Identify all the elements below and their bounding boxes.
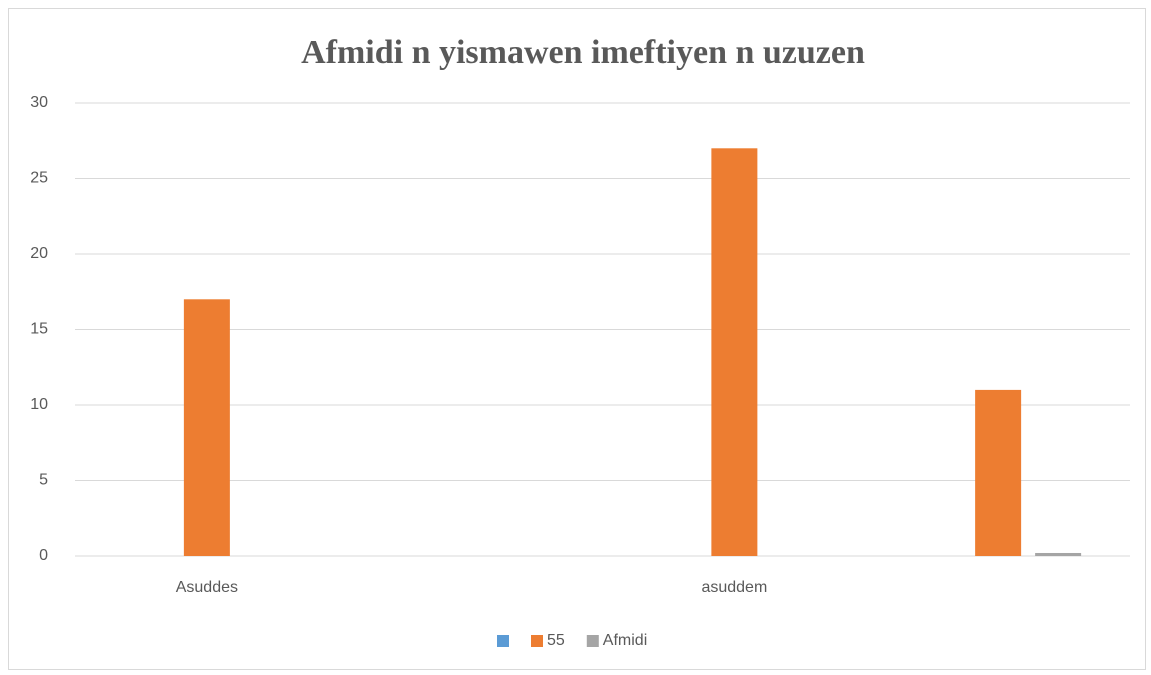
bar [183,299,230,556]
legend-swatch [586,635,599,647]
legend-swatch [531,635,543,647]
chart-border [8,8,1146,670]
x-tick-label: Asuddes [176,579,238,596]
y-tick-label: 10 [30,396,48,413]
x-tick-label: asuddem [701,579,767,596]
bar [1035,552,1082,556]
y-tick-label: 25 [30,170,48,187]
y-tick-label: 5 [39,472,48,489]
y-tick-label: 15 [30,321,48,338]
y-tick-label: 30 [30,94,48,111]
bar [711,148,758,557]
chart-title: Afmidi n yismawen imeftiyen n uzuzen [301,34,865,71]
legend-swatch [497,635,509,647]
legend-label: Afmidi [603,632,647,649]
bar [975,389,1022,556]
y-tick-label: 20 [30,245,48,262]
y-tick-label: 0 [39,547,48,564]
legend-label: 55 [547,632,565,649]
